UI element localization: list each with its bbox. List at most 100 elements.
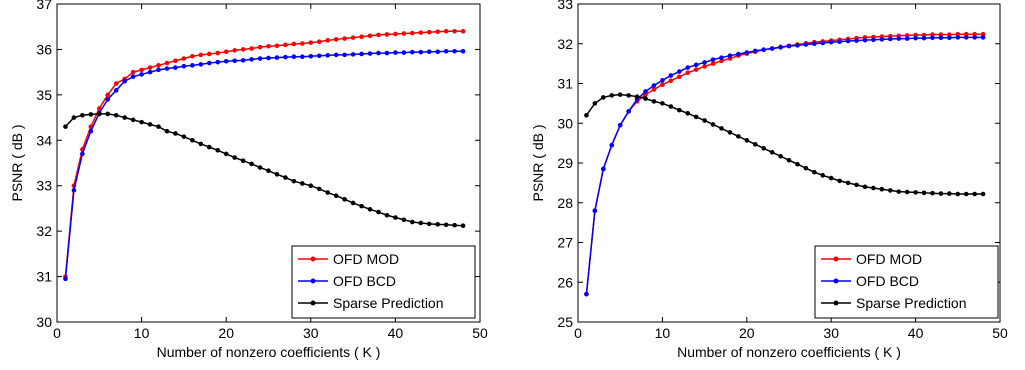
data-point-ofd-bcd xyxy=(105,97,111,102)
data-point-sparse-prediction xyxy=(198,141,204,147)
data-point-sparse-prediction xyxy=(274,172,280,177)
y-tick-label: 31 xyxy=(36,269,52,285)
y-axis-label: PSNR ( dB ) xyxy=(530,124,546,201)
legend-swatch-marker xyxy=(833,278,839,284)
data-point-ofd-bcd xyxy=(769,46,775,51)
data-point-sparse-prediction xyxy=(752,142,758,147)
data-point-sparse-prediction xyxy=(223,151,229,157)
data-point-ofd-bcd xyxy=(249,57,254,62)
data-point-ofd-bcd xyxy=(592,208,598,213)
data-point-ofd-bcd xyxy=(584,291,589,297)
data-point-sparse-prediction xyxy=(435,222,441,227)
data-point-ofd-bcd xyxy=(240,58,246,63)
data-point-ofd-mod xyxy=(156,63,161,68)
data-point-sparse-prediction xyxy=(190,137,195,143)
legend-box xyxy=(814,245,999,319)
legend-label: Sparse Prediction xyxy=(856,295,967,311)
data-point-sparse-prediction xyxy=(693,114,699,120)
data-point-ofd-bcd xyxy=(963,35,969,40)
data-point-sparse-prediction xyxy=(676,107,682,113)
y-tick-label: 37 xyxy=(36,0,52,12)
data-point-ofd-mod xyxy=(980,31,986,37)
data-point-ofd-mod xyxy=(105,92,111,98)
data-point-ofd-mod xyxy=(693,67,699,72)
y-axis-label: PSNR ( dB ) xyxy=(9,124,25,201)
data-point-sparse-prediction xyxy=(316,186,322,192)
data-point-sparse-prediction xyxy=(736,134,741,139)
data-point-ofd-bcd xyxy=(685,65,691,70)
data-point-sparse-prediction xyxy=(710,122,716,127)
data-point-ofd-mod xyxy=(719,58,724,64)
data-point-ofd-mod xyxy=(955,31,961,37)
data-point-ofd-mod xyxy=(947,32,952,37)
data-point-ofd-bcd xyxy=(702,60,707,65)
data-point-ofd-bcd xyxy=(947,35,952,41)
data-point-ofd-bcd xyxy=(316,53,322,59)
data-point-sparse-prediction xyxy=(376,209,381,215)
data-point-ofd-mod xyxy=(130,69,136,75)
data-point-ofd-mod xyxy=(198,52,204,58)
data-point-ofd-mod xyxy=(190,53,195,59)
data-point-ofd-mod xyxy=(147,65,153,70)
y-tick-label: 32 xyxy=(36,223,52,239)
y-tick-label: 27 xyxy=(557,235,573,251)
data-point-ofd-bcd xyxy=(401,50,407,55)
data-point-sparse-prediction xyxy=(913,190,918,195)
y-tick-label: 33 xyxy=(557,0,573,12)
data-point-ofd-mod xyxy=(139,67,144,73)
x-tick-label: 50 xyxy=(472,325,488,341)
data-point-ofd-mod xyxy=(206,51,212,57)
data-point-ofd-bcd xyxy=(435,49,441,54)
data-point-ofd-bcd xyxy=(786,43,792,49)
data-point-ofd-bcd xyxy=(139,72,144,77)
data-point-ofd-bcd xyxy=(63,276,68,282)
data-point-sparse-prediction xyxy=(601,95,606,100)
data-point-sparse-prediction xyxy=(617,92,623,97)
data-point-sparse-prediction xyxy=(668,104,674,109)
legend-swatch-marker xyxy=(310,278,316,284)
data-point-sparse-prediction xyxy=(778,153,783,159)
data-point-sparse-prediction xyxy=(105,111,111,117)
data-point-sparse-prediction xyxy=(938,191,944,196)
x-tick-label: 20 xyxy=(739,325,755,341)
data-point-sparse-prediction xyxy=(266,168,271,174)
x-tick-label: 10 xyxy=(134,325,150,341)
data-point-ofd-bcd xyxy=(283,54,288,60)
data-point-sparse-prediction xyxy=(972,191,977,197)
data-point-sparse-prediction xyxy=(283,175,288,180)
data-point-ofd-bcd xyxy=(727,53,733,58)
data-point-sparse-prediction xyxy=(955,191,961,197)
data-point-sparse-prediction xyxy=(443,222,449,228)
legend: OFD MOD OFD BCD Sparse Prediction xyxy=(291,245,476,319)
data-point-ofd-bcd xyxy=(181,63,187,69)
y-tick-label: 35 xyxy=(36,87,52,103)
x-axis-label: Number of nonzero coefficients ( K ) xyxy=(677,344,901,360)
y-tick-label: 30 xyxy=(36,314,52,330)
data-point-sparse-prediction xyxy=(147,122,153,127)
legend-box xyxy=(291,245,476,319)
data-point-ofd-mod xyxy=(460,28,466,34)
data-point-sparse-prediction xyxy=(896,189,902,194)
data-point-ofd-bcd xyxy=(80,151,85,157)
data-point-ofd-bcd xyxy=(828,39,834,45)
data-point-sparse-prediction xyxy=(164,128,170,134)
data-point-sparse-prediction xyxy=(980,191,986,197)
data-point-ofd-mod xyxy=(300,41,305,46)
data-point-sparse-prediction xyxy=(820,173,826,178)
data-point-ofd-mod xyxy=(232,48,237,53)
data-point-sparse-prediction xyxy=(904,189,910,195)
data-point-sparse-prediction xyxy=(359,203,364,209)
data-point-ofd-bcd xyxy=(308,53,314,59)
data-point-ofd-bcd xyxy=(626,109,631,114)
data-point-ofd-bcd xyxy=(812,41,817,47)
y-tick-label: 36 xyxy=(36,41,52,57)
data-point-sparse-prediction xyxy=(837,178,842,184)
legend: OFD MOD OFD BCD Sparse Prediction xyxy=(814,245,999,319)
data-point-ofd-bcd xyxy=(854,38,859,43)
data-point-sparse-prediction xyxy=(887,188,893,193)
data-point-sparse-prediction xyxy=(744,138,750,143)
data-point-ofd-bcd xyxy=(257,56,263,61)
data-point-sparse-prediction xyxy=(769,149,775,155)
data-point-ofd-mod xyxy=(291,41,297,47)
data-point-sparse-prediction xyxy=(854,182,859,188)
